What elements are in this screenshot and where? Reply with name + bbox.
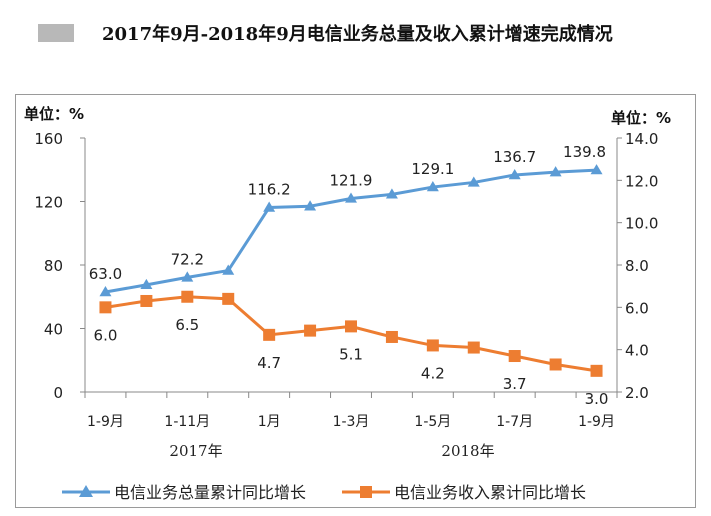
right-tick-label: 4.0 [625, 342, 649, 360]
data-label: 116.2 [248, 181, 291, 199]
data-label: 3.7 [503, 375, 527, 393]
right-axis-unit-label: 单位：% [611, 109, 671, 127]
series-2-point [345, 320, 357, 333]
series-2-point [222, 292, 235, 305]
left-axis-unit-label: 单位：% [24, 105, 84, 123]
legend-label-1: 电信业务总量累计同比增长 [114, 483, 306, 502]
x-tick-label: 1月 [258, 414, 281, 430]
series-2-point [590, 364, 603, 377]
title-marker-block [38, 24, 74, 42]
right-tick-label: 12.0 [625, 172, 658, 190]
x-tick-label: 1-9月 [578, 414, 615, 430]
data-label: 4.7 [257, 354, 281, 372]
x-tick-label: 1-3月 [333, 414, 370, 430]
year-label-2018: 2018年 [441, 442, 494, 460]
data-label: 129.1 [411, 160, 454, 178]
series-2-point [140, 294, 153, 307]
series-2-point [263, 328, 276, 341]
series-1-point [549, 166, 562, 177]
series-2-point [304, 324, 317, 337]
series-2-point [385, 330, 398, 343]
series-2-point [99, 301, 112, 314]
legend-marker-triangle [79, 485, 93, 497]
data-label: 6.5 [175, 316, 199, 334]
right-tick-label: 10.0 [625, 215, 658, 233]
year-label-2017: 2017年 [169, 442, 222, 460]
left-tick-label: 160 [34, 130, 63, 148]
legend-marker-square [360, 486, 372, 498]
series-1-point [304, 200, 317, 211]
series-1-point [590, 164, 603, 175]
right-tick-label: 6.0 [625, 299, 649, 317]
data-label: 3.0 [585, 390, 609, 408]
series-2-point [467, 341, 480, 354]
left-tick-label: 80 [44, 257, 63, 275]
legend-label-2: 电信业务收入累计同比增长 [394, 483, 586, 502]
series-1-point [140, 278, 153, 290]
left-tick-label: 0 [53, 384, 63, 402]
data-label: 72.2 [171, 250, 204, 268]
x-tick-label: 1-7月 [496, 414, 533, 430]
right-tick-label: 2.0 [625, 384, 649, 402]
series-2-point [508, 350, 521, 363]
right-tick-label: 14.0 [625, 130, 658, 148]
data-label: 63.0 [89, 265, 122, 283]
data-label: 121.9 [330, 171, 373, 189]
series-1-point [426, 181, 439, 192]
data-label: 139.8 [563, 143, 606, 161]
data-label: 5.1 [339, 345, 363, 363]
x-tick-label: 1-5月 [414, 414, 451, 430]
chart-title: 2017年9月-2018年9月电信业务总量及收入累计增速完成情况 [102, 24, 613, 45]
left-tick-label: 40 [44, 321, 63, 339]
series-1-point [99, 285, 112, 297]
series-1-point [385, 188, 398, 199]
series-1-point [467, 176, 480, 187]
x-tick-label: 1-9月 [87, 414, 124, 430]
x-tick-label: 1-11月 [164, 414, 210, 430]
series-2-point [181, 290, 194, 303]
data-label: 6.0 [94, 326, 118, 344]
series-1-point [222, 264, 235, 275]
series-1-point [345, 192, 357, 203]
left-tick-label: 120 [34, 194, 63, 212]
series-2-point [549, 358, 562, 371]
series-1-point [181, 271, 194, 282]
series-1-point [508, 168, 521, 180]
series-2-point [426, 339, 439, 352]
data-label: 136.7 [493, 148, 536, 166]
series-1-point [263, 201, 276, 212]
chart-frame [15, 94, 696, 508]
right-tick-label: 8.0 [625, 257, 649, 275]
data-label: 4.2 [421, 364, 445, 382]
